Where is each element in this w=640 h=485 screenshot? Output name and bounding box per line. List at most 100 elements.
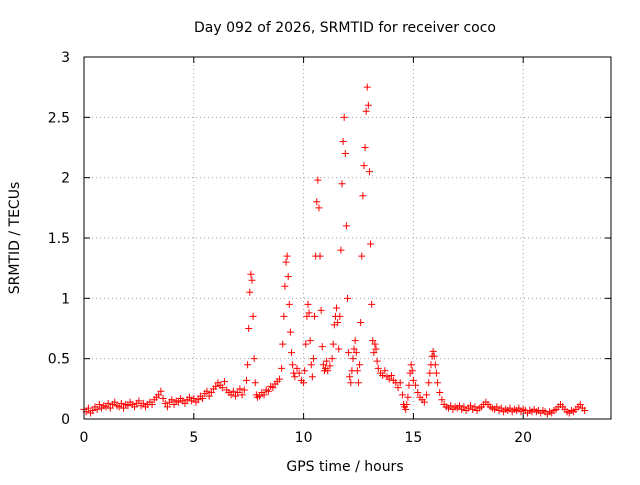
- data-point: [340, 113, 348, 121]
- data-point: [309, 355, 317, 363]
- data-point: [345, 349, 353, 357]
- data-point: [285, 300, 293, 308]
- data-point: [238, 391, 246, 399]
- data-point: [306, 337, 314, 345]
- data-point: [426, 369, 434, 377]
- data-point: [302, 340, 310, 348]
- data-point: [471, 403, 479, 411]
- data-point: [342, 222, 350, 230]
- data-point: [148, 401, 156, 409]
- data-point: [396, 379, 404, 387]
- data-point: [359, 192, 367, 200]
- data-point: [506, 404, 514, 412]
- data-point: [269, 384, 277, 392]
- data-point: [280, 312, 288, 320]
- data-point: [181, 399, 189, 407]
- data-point: [218, 384, 226, 392]
- x-tick-label: 15: [404, 430, 422, 446]
- data-point: [455, 402, 463, 410]
- data-point: [334, 318, 342, 326]
- data-point: [409, 376, 417, 384]
- data-point: [460, 403, 468, 411]
- data-point: [365, 168, 373, 176]
- data-point: [405, 381, 413, 389]
- data-point: [372, 345, 380, 353]
- data-point: [381, 367, 389, 375]
- data-point: [155, 391, 163, 399]
- data-point: [288, 349, 296, 357]
- data-point: [431, 361, 439, 369]
- y-tick-label: 2: [61, 171, 70, 187]
- data-point: [236, 385, 244, 393]
- data-point: [326, 362, 334, 370]
- data-point: [256, 392, 264, 400]
- data-point: [394, 384, 402, 392]
- data-point: [300, 379, 308, 387]
- data-point: [170, 401, 178, 409]
- data-point: [139, 399, 147, 407]
- data-point: [347, 379, 355, 387]
- data-point: [281, 282, 289, 290]
- data-point: [576, 401, 584, 409]
- data-point: [429, 347, 437, 355]
- data-point: [240, 386, 248, 394]
- data-point: [194, 396, 202, 404]
- plot-frame: [83, 56, 612, 420]
- data-point: [229, 387, 237, 395]
- data-point: [316, 252, 324, 260]
- data-point: [438, 396, 446, 404]
- data-points: [80, 83, 589, 418]
- data-point: [203, 387, 211, 395]
- data-point: [163, 403, 171, 411]
- data-point: [207, 388, 215, 396]
- data-point: [337, 246, 345, 254]
- data-point: [248, 276, 256, 284]
- data-point: [308, 373, 316, 381]
- data-point: [423, 391, 431, 399]
- data-point: [159, 394, 167, 402]
- data-point: [313, 198, 321, 206]
- data-point: [295, 369, 303, 377]
- data-point: [283, 252, 291, 260]
- data-point: [436, 388, 444, 396]
- data-point: [493, 403, 501, 411]
- data-point: [497, 404, 505, 412]
- data-point: [408, 367, 416, 375]
- x-axis-label: GPS time / hours: [286, 459, 403, 475]
- data-point: [447, 402, 455, 410]
- data-point: [349, 355, 357, 363]
- data-point: [341, 150, 349, 158]
- data-point: [404, 393, 412, 401]
- data-point: [314, 176, 322, 184]
- data-point: [275, 375, 283, 383]
- data-point: [84, 404, 92, 412]
- data-point: [385, 375, 393, 383]
- data-point: [307, 361, 315, 369]
- data-point: [515, 404, 523, 412]
- y-tick-label: 0: [61, 412, 70, 428]
- data-point: [336, 312, 344, 320]
- data-point: [329, 340, 337, 348]
- data-point: [402, 405, 410, 413]
- data-point: [93, 405, 101, 413]
- data-point: [106, 404, 114, 412]
- data-point: [135, 397, 143, 405]
- data-point: [291, 373, 299, 381]
- data-point: [466, 402, 474, 410]
- data-point: [305, 309, 313, 317]
- data-point: [350, 345, 358, 353]
- data-point: [286, 328, 294, 336]
- data-point: [398, 391, 406, 399]
- data-point: [407, 361, 415, 369]
- data-point: [354, 379, 362, 387]
- data-point: [102, 403, 110, 411]
- data-point: [279, 340, 287, 348]
- data-point: [414, 388, 422, 396]
- data-point: [346, 373, 354, 381]
- data-point: [278, 364, 286, 372]
- data-point: [115, 403, 123, 411]
- data-point: [362, 107, 370, 115]
- axis-ticks: 0 5 10 15 20 0 0.5 1 1.5 2 2.5 3: [48, 50, 611, 446]
